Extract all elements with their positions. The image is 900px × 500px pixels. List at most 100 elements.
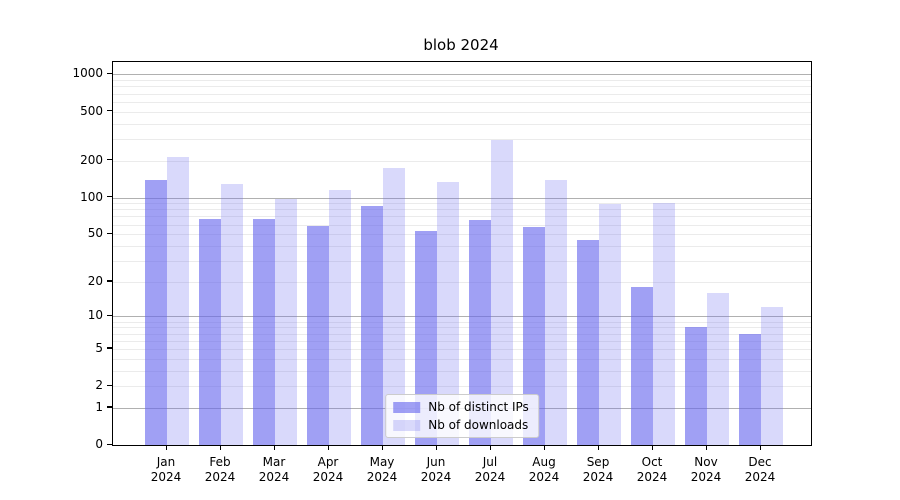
y-tick-50 — [107, 232, 112, 234]
legend-row-distinct-ips: Nb of distinct IPs — [393, 400, 529, 414]
bar-distinct-ips-jun — [415, 231, 437, 445]
x-tick-label-oct: Oct 2024 — [636, 455, 668, 484]
bar-distinct-ips-feb — [199, 218, 221, 445]
bar-distinct-ips-sep — [577, 239, 599, 445]
y-tick-label-20: 20 — [87, 273, 103, 288]
y-tick-label-1000: 1000 — [72, 66, 103, 81]
x-tick-label-jan: Jan 2024 — [150, 455, 182, 484]
y-tick-label-200: 200 — [80, 152, 103, 167]
gridline-minor-200 — [113, 160, 811, 162]
x-tick-label-aug: Aug 2024 — [528, 455, 560, 484]
gridline-minor-4 — [113, 358, 811, 360]
legend: Nb of distinct IPs Nb of downloads — [385, 394, 539, 438]
x-tick-apr — [327, 445, 329, 451]
gridline-minor-700 — [113, 93, 811, 95]
gridline-minor-70 — [113, 216, 811, 218]
gridline-minor-300 — [113, 138, 811, 140]
gridline-minor-5 — [113, 348, 811, 350]
gridline-minor-800 — [113, 86, 811, 88]
y-tick-20 — [107, 280, 112, 282]
y-tick-label-0: 0 — [95, 437, 103, 451]
plot-area: Nb of distinct IPs Nb of downloads — [112, 61, 812, 446]
gridline-minor-9 — [113, 321, 811, 323]
gridline-minor-40 — [113, 245, 811, 247]
x-tick-aug — [543, 445, 545, 451]
x-tick-label-jun: Jun 2024 — [420, 455, 452, 484]
gridline-minor-6 — [113, 340, 811, 342]
gridline-minor-20 — [113, 281, 811, 283]
x-tick-label-apr: Apr 2024 — [312, 455, 344, 484]
bar-downloads-sep — [599, 203, 621, 445]
gridline-minor-900 — [113, 80, 811, 82]
gridline-minor-90 — [113, 203, 811, 205]
bar-downloads-nov — [707, 293, 729, 445]
legend-row-downloads: Nb of downloads — [393, 418, 529, 432]
x-tick-label-sep: Sep 2024 — [582, 455, 614, 484]
x-tick-feb — [219, 445, 221, 451]
gridline-major-10 — [113, 316, 811, 318]
x-tick-jan — [165, 445, 167, 451]
y-tick-label-100: 100 — [80, 189, 103, 204]
y-tick-0 — [107, 443, 112, 445]
gridline-minor-500 — [113, 111, 811, 113]
gridline-minor-30 — [113, 260, 811, 262]
gridline-minor-600 — [113, 101, 811, 103]
y-tick-5 — [107, 347, 112, 349]
x-tick-nov — [705, 445, 707, 451]
legend-swatch-downloads — [393, 419, 421, 431]
bar-distinct-ips-dec — [739, 333, 761, 445]
bar-downloads-dec — [761, 307, 783, 445]
bar-downloads-jan — [167, 156, 189, 445]
gridline-major-100 — [113, 197, 811, 199]
bar-distinct-ips-jan — [145, 179, 167, 445]
gridline-minor-50 — [113, 234, 811, 236]
y-tick-10 — [107, 314, 112, 317]
bar-downloads-oct — [653, 202, 675, 445]
x-tick-label-may: May 2024 — [366, 455, 398, 484]
bar-distinct-ips-nov — [685, 327, 707, 445]
x-tick-jun — [435, 445, 437, 451]
y-tick-500 — [107, 110, 112, 112]
x-tick-label-mar: Mar 2024 — [258, 455, 290, 484]
bar-distinct-ips-apr — [307, 226, 329, 445]
bar-downloads-jun — [437, 182, 459, 445]
x-tick-jul — [489, 445, 491, 451]
x-tick-may — [381, 445, 383, 451]
bar-downloads-feb — [221, 183, 243, 445]
y-tick-label-5: 5 — [95, 340, 103, 355]
bar-downloads-mar — [275, 199, 297, 445]
bar-downloads-may — [383, 167, 405, 445]
y-tick-label-50: 50 — [87, 226, 103, 241]
y-tick-label-2: 2 — [95, 378, 103, 393]
legend-label-distinct-ips: Nb of distinct IPs — [428, 400, 529, 414]
x-tick-label-jul: Jul 2024 — [474, 455, 506, 484]
gridline-minor-60 — [113, 224, 811, 226]
gridline-minor-8 — [113, 327, 811, 329]
gridline-minor-80 — [113, 209, 811, 211]
bar-distinct-ips-aug — [523, 227, 545, 445]
bar-downloads-jul — [491, 139, 513, 445]
y-tick-1000 — [107, 72, 112, 75]
bar-distinct-ips-oct — [631, 287, 653, 445]
x-tick-label-feb: Feb 2024 — [204, 455, 236, 484]
bar-downloads-apr — [329, 190, 351, 445]
gridline-minor-7 — [113, 333, 811, 335]
bar-distinct-ips-may — [361, 206, 383, 445]
x-tick-sep — [597, 445, 599, 451]
bar-distinct-ips-mar — [253, 218, 275, 445]
y-tick-label-1: 1 — [95, 399, 103, 414]
y-tick-label-500: 500 — [80, 103, 103, 118]
y-tick-200 — [107, 159, 112, 161]
gridline-minor-2 — [113, 386, 811, 388]
legend-swatch-distinct-ips — [393, 401, 421, 413]
gridline-minor-400 — [113, 123, 811, 125]
bar-downloads-aug — [545, 180, 567, 445]
y-tick-label-10: 10 — [87, 308, 103, 323]
x-tick-label-nov: Nov 2024 — [690, 455, 722, 484]
x-tick-dec — [759, 445, 761, 451]
y-tick-100 — [107, 196, 112, 198]
gridline-major-1000 — [113, 74, 811, 76]
bar-distinct-ips-jul — [469, 219, 491, 445]
x-tick-oct — [651, 445, 653, 451]
